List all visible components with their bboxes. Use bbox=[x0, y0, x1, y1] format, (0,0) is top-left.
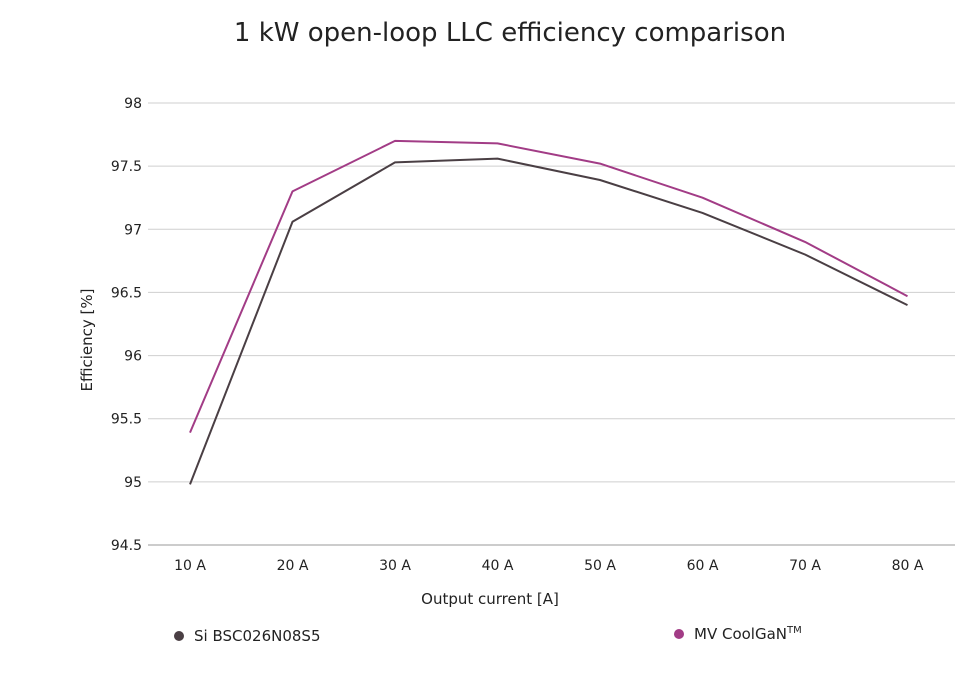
y-axis-label: Efficiency [%] bbox=[78, 289, 96, 392]
x-tick-label: 40 A bbox=[482, 558, 514, 574]
x-tick-label: 20 A bbox=[277, 558, 309, 574]
y-tick-label: 94.5 bbox=[111, 538, 142, 554]
chart-title: 1 kW open-loop LLC efficiency comparison bbox=[233, 18, 787, 48]
x-tick-label: 30 A bbox=[379, 558, 411, 574]
legend-label-gan: MV CoolGaNTM bbox=[694, 625, 802, 643]
y-tick-label: 95 bbox=[124, 475, 142, 491]
y-tick-label: 98 bbox=[124, 96, 142, 112]
legend-label-gan-text: MV CoolGaN bbox=[694, 625, 788, 643]
legend-label-gan-sup: TM bbox=[787, 625, 802, 636]
grid-layer bbox=[148, 102, 955, 546]
x-tick-label: 60 A bbox=[687, 558, 719, 574]
x-axis-label: Output current [A] bbox=[421, 590, 559, 608]
y-tick-label: 97 bbox=[124, 222, 142, 238]
x-tick-label: 10 A bbox=[174, 558, 206, 574]
legend-marker-si bbox=[174, 631, 184, 641]
x-axis-ticks: 10 A 20 A 30 A 40 A 50 A 60 A 70 A 80 A bbox=[174, 558, 924, 574]
y-axis-ticks: 98 97.5 97 96.5 96 95.5 95 94.5 bbox=[111, 96, 142, 554]
y-tick-label: 96 bbox=[124, 349, 142, 365]
legend-marker-gan bbox=[674, 629, 684, 639]
x-tick-label: 70 A bbox=[789, 558, 821, 574]
x-tick-label: 80 A bbox=[892, 558, 924, 574]
legend-item-si: Si BSC026N08S5 bbox=[174, 627, 320, 645]
series-line-1 bbox=[189, 139, 908, 433]
legend-label-si: Si BSC026N08S5 bbox=[194, 627, 321, 645]
y-tick-label: 95.5 bbox=[111, 412, 142, 428]
legend-item-gan: MV CoolGaNTM bbox=[674, 625, 802, 643]
x-tick-label: 50 A bbox=[584, 558, 616, 574]
y-tick-label: 97.5 bbox=[111, 159, 142, 175]
series-layer bbox=[189, 139, 908, 485]
series-line-0 bbox=[189, 157, 908, 485]
y-tick-label: 96.5 bbox=[111, 285, 142, 301]
